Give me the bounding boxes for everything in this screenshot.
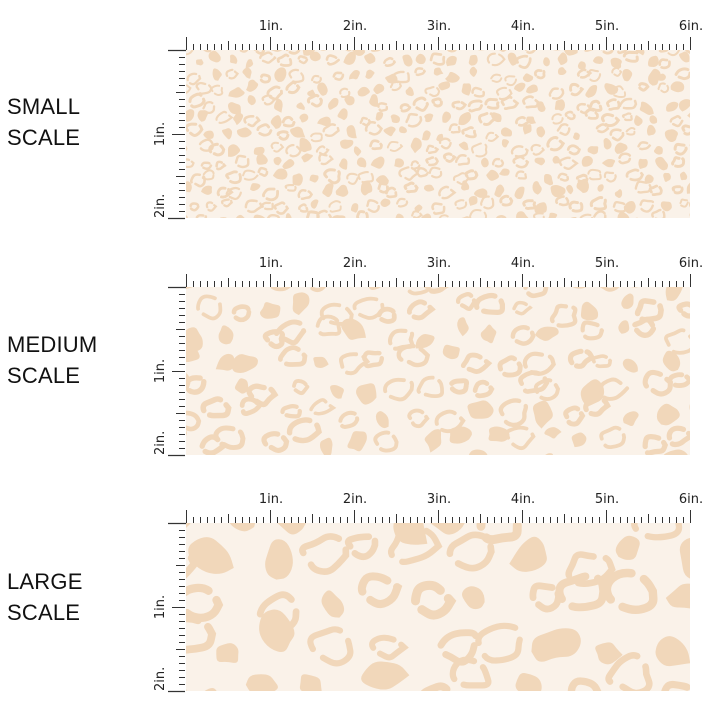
ruler-label: 1in. [153, 595, 168, 619]
ruler-label: 4in. [511, 19, 535, 34]
panel-large-scale: LARGE SCALE 1in. 2in. 3in. 4in. 5in. 6in. 1in.… [0, 473, 720, 709]
scale-label-line2: SCALE [7, 363, 81, 388]
ruler-label: 2in. [343, 256, 367, 271]
ruler-label: 5in. [595, 19, 619, 34]
panel-small-scale: SMALL SCALE 1in. 2in. 3in. 4in. 5in. 6in. 1in.… [0, 0, 720, 236]
ruler-label: 6in. [679, 19, 703, 34]
scale-label-medium: MEDIUM SCALE [7, 329, 97, 391]
ruler-label: 2in. [153, 431, 168, 455]
scale-label-line1: LARGE [7, 569, 83, 594]
ruler-label: 5in. [595, 256, 619, 271]
ruler-label: 2in. [343, 19, 367, 34]
scale-label-line2: SCALE [7, 600, 81, 625]
ruler-label: 3in. [427, 256, 451, 271]
ruler: 1in. 2in. 3in. 4in. 5in. 6in. 1in. 2in. [153, 19, 703, 220]
panel-medium-scale: MEDIUM SCALE 1in. 2in. 3in. 4in. 5in. 6in. 1in… [0, 237, 720, 473]
ruler-label: 6in. [679, 256, 703, 271]
ruler-label: 3in. [427, 492, 451, 507]
leopard-pattern-small [186, 50, 690, 218]
scale-label-small: SMALL SCALE [7, 91, 80, 153]
ruler-label: 1in. [259, 19, 283, 34]
ruler-label: 5in. [595, 492, 619, 507]
ruler-label: 1in. [259, 256, 283, 271]
ruler-label: 3in. [427, 19, 451, 34]
ruler: 1in. 2in. 3in. 4in. 5in. 6in. 1in. 2in. [153, 492, 703, 693]
scale-label-line1: SMALL [7, 94, 81, 119]
leopard-pattern-large [186, 523, 690, 691]
ruler-label: 6in. [679, 492, 703, 507]
ruler-label: 1in. [259, 492, 283, 507]
scale-label-line1: MEDIUM [7, 332, 98, 357]
ruler-label: 4in. [511, 256, 535, 271]
ruler-label: 2in. [343, 492, 367, 507]
ruler-label: 2in. [153, 667, 168, 691]
scale-label-large: LARGE SCALE [7, 566, 83, 628]
ruler-label: 1in. [153, 359, 168, 383]
leopard-pattern-medium [186, 287, 690, 455]
ruler-label: 2in. [153, 194, 168, 218]
ruler-label: 1in. [153, 122, 168, 146]
ruler: 1in. 2in. 3in. 4in. 5in. 6in. 1in. 2in. [153, 256, 703, 457]
scale-label-line2: SCALE [7, 125, 81, 150]
ruler-label: 4in. [511, 492, 535, 507]
